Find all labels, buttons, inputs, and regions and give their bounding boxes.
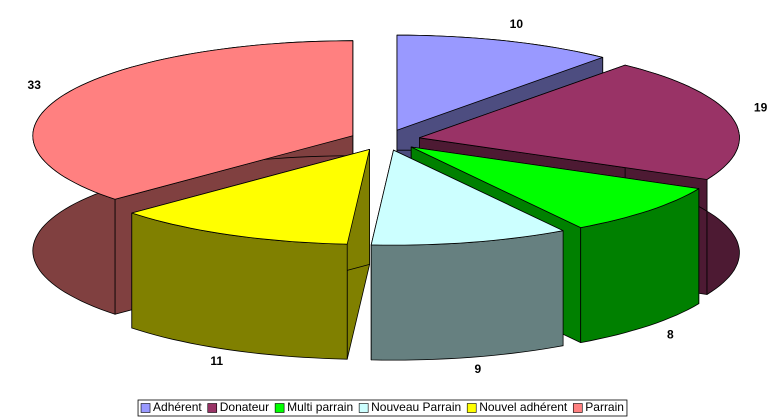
- pie-slice: [131, 148, 371, 360]
- slice-top: [370, 149, 564, 246]
- data-label: 10: [510, 17, 524, 31]
- data-label: 8: [667, 328, 674, 342]
- slice-top: [131, 148, 371, 245]
- slice-top: [396, 34, 604, 131]
- legend-swatch: [572, 403, 583, 413]
- legend-label: Donateur: [220, 400, 269, 414]
- legend-swatch: [140, 403, 151, 413]
- legend-frame: [137, 399, 628, 417]
- slice-top: [410, 146, 700, 229]
- data-label: 19: [754, 100, 768, 114]
- pie-slice: [370, 149, 564, 361]
- data-label: 33: [28, 78, 42, 92]
- legend-swatch: [274, 403, 285, 413]
- legend-swatch: [466, 403, 477, 413]
- legend-swatch: [358, 403, 369, 413]
- legend-swatch: [207, 403, 218, 413]
- legend-label: Adhérent: [153, 400, 202, 414]
- legend-label: Multi parrain: [287, 400, 353, 414]
- slice-top: [32, 40, 354, 200]
- slice-top: [418, 64, 740, 180]
- data-label: 11: [210, 354, 223, 368]
- legend: Adhérent Donateur Multi parrain Nouveau Par…: [137, 399, 628, 417]
- legend-label: Nouvel adhérent: [479, 400, 568, 414]
- slice-wall: [370, 230, 564, 361]
- legend-label: Parrain: [585, 400, 624, 414]
- data-label: 9: [475, 362, 482, 376]
- legend-label: Nouveau Parrain: [371, 400, 461, 414]
